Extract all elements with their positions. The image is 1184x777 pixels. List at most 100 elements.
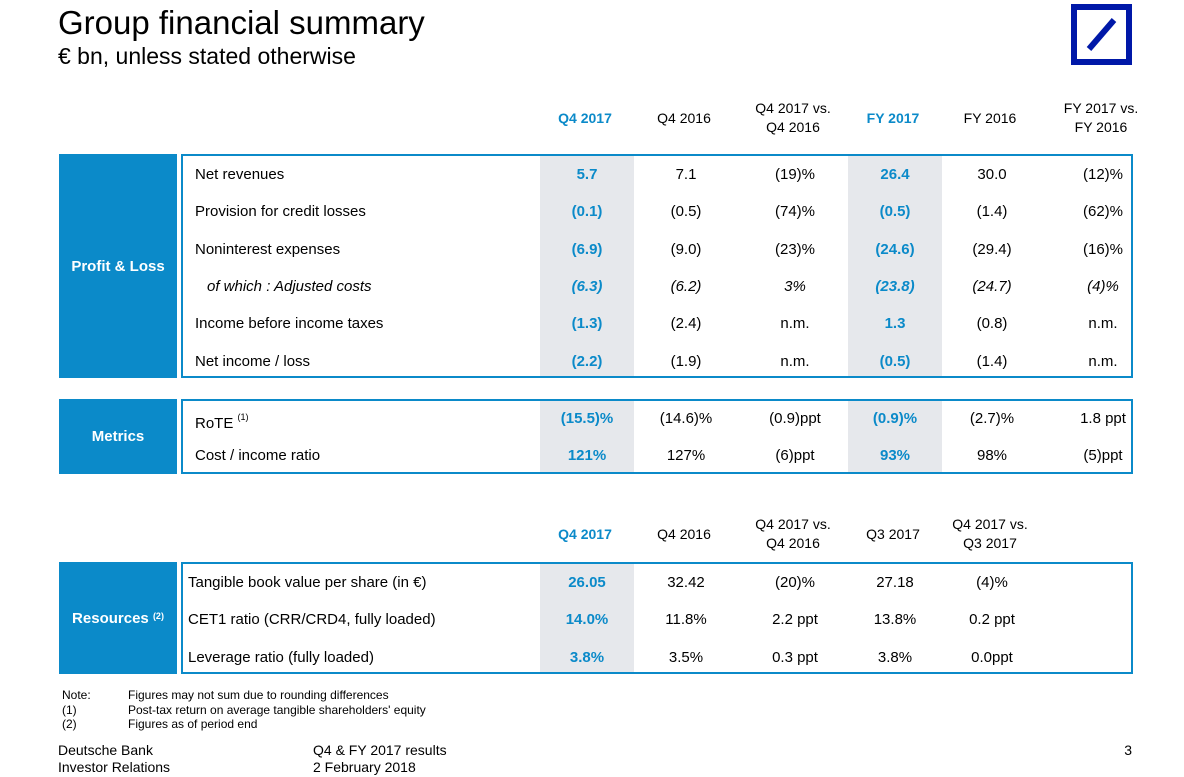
table-cell: 5.7 [576, 166, 598, 183]
table-row: Cost / income ratio 121% 127% (6)ppt 93% 98% (… [183, 438, 1131, 475]
table-cell: (4)% [976, 574, 1008, 591]
resources-footnote-ref: (2) [152, 611, 164, 621]
table-cell: 93% [879, 446, 911, 464]
table-cell: (0.8) [976, 315, 1008, 333]
resources-table: Tangible book value per share (in €) 26.0… [181, 562, 1133, 674]
row-label-text: Net revenues [195, 166, 285, 183]
row-label-text: Income before income taxes [195, 315, 384, 333]
table-cell: (6.3) [571, 277, 603, 295]
note-key: (1) [62, 702, 77, 717]
table-cell: 7.1 [675, 166, 697, 183]
table-cell: 11.8% [665, 611, 707, 629]
table-cell: (9.0) [670, 240, 702, 258]
table-cell: (0.9)% [872, 410, 918, 427]
table-cell: 3% [784, 277, 806, 295]
table-cell: (2.2) [571, 352, 603, 370]
column-header: FY 2017 [866, 109, 920, 126]
table-cell: (74)% [774, 203, 815, 221]
table-cell: n.m. [1088, 315, 1118, 333]
table-row: Net revenues 5.7 7.1 (19)% 26.4 30.0 (12)% [183, 156, 1131, 193]
table-cell: 13.8% [873, 611, 917, 629]
table-cell: (6.2) [670, 277, 702, 295]
table-cell: (1.9) [670, 352, 702, 370]
table-cell: (62)% [1082, 203, 1123, 221]
table-cell: 3.8% [877, 648, 913, 666]
table-cell: 26.4 [880, 166, 910, 183]
page-number: 3 [1124, 742, 1132, 758]
resources-label: Resources (2) [59, 562, 177, 674]
table-cell: 0.2 ppt [969, 611, 1015, 629]
table-cell: 3.8% [569, 648, 605, 666]
footer-date: 2 February 2018 [313, 759, 416, 775]
note-text: Post-tax return on average tangible shar… [128, 702, 426, 717]
row-label-text: Tangible book value per share (in €) [188, 574, 427, 591]
page-subtitle: € bn, unless stated otherwise [58, 43, 356, 69]
row-label: Provision for credit losses [195, 193, 366, 230]
row-label: CET1 ratio (CRR/CRD4, fully loaded) [188, 601, 436, 638]
highlight-column [540, 564, 634, 672]
row-label: Tangible book value per share (in €) [188, 564, 426, 601]
table-row: Net income / loss (2.2) (1.9) n.m. (0.5) (1.4… [183, 343, 1131, 380]
table-cell: 121% [567, 446, 607, 464]
table-row: Noninterest expenses (6.9) (9.0) (23)% (24.6… [183, 231, 1131, 268]
table-cell: (29.4) [972, 240, 1012, 258]
table-row: of which : Adjusted costs (6.3) (6.2) 3% (23… [183, 268, 1131, 305]
table-cell: 30.0 [977, 166, 1007, 183]
note-key: Note: [62, 688, 91, 702]
resources-label-text: Resources [72, 609, 149, 627]
note-key: (2) [62, 717, 77, 731]
row-label-text: Provision for credit losses [195, 203, 366, 221]
table-cell: (19)% [774, 166, 815, 183]
table-row: Income before income taxes (1.3) (2.4) n.m.… [183, 305, 1131, 342]
table-row: RoTE (1) (15.5)% (14.6)% (0.9)ppt (0.9)% (2.7… [183, 401, 1131, 438]
table-cell: (14.6)% [659, 410, 713, 427]
row-label: Cost / income ratio [195, 438, 320, 475]
table-cell: 1.3 [884, 315, 906, 333]
table-cell: (20)% [774, 574, 815, 591]
footer-department: Investor Relations [58, 759, 171, 775]
column-header: Q4 2017 vs. Q3 2017 [952, 516, 1028, 551]
table-cell: (24.6) [875, 240, 915, 258]
row-label-text: Leverage ratio (fully loaded) [188, 648, 374, 666]
table-cell: (2.4) [670, 315, 702, 333]
table-cell: (0.1) [571, 203, 603, 221]
footer-document: Q4 & FY 2017 results [313, 742, 447, 758]
table-row: CET1 ratio (CRR/CRD4, fully loaded) 14.0%… [183, 601, 1131, 638]
metrics-table: RoTE (1) (15.5)% (14.6)% (0.9)ppt (0.9)% (2.7… [181, 399, 1133, 474]
footnote-ref: (1) [237, 412, 249, 422]
row-label: Noninterest expenses [195, 231, 340, 268]
row-label-text: of which : Adjusted costs [207, 277, 372, 295]
table-row: Provision for credit losses (0.1) (0.5) (74… [183, 193, 1131, 230]
row-label: Net revenues [195, 156, 284, 193]
highlight-column [540, 156, 634, 376]
table-cell: 0.0ppt [971, 648, 1013, 666]
table-cell: 127% [666, 446, 706, 464]
table-cell: n.m. [1088, 352, 1118, 370]
column-header: FY 2016 [963, 109, 1017, 126]
table-cell: (0.5) [670, 203, 702, 221]
table-cell: n.m. [780, 352, 810, 370]
table-cell: (12)% [1082, 166, 1123, 183]
table-cell: (23)% [774, 240, 815, 258]
table-row: Tangible book value per share (in €) 26.0… [183, 564, 1131, 601]
table-row: Leverage ratio (fully loaded) 3.8% 3.5% 0.3… [183, 639, 1131, 676]
table-cell: (4)% [1087, 277, 1119, 295]
table-cell: (2.7)% [969, 410, 1015, 427]
column-header: Q4 2016 [657, 109, 711, 126]
row-label-text: Cost / income ratio [195, 446, 321, 464]
table-cell: 26.05 [568, 574, 606, 591]
profit-loss-label: Profit & Loss [59, 154, 177, 378]
row-label-text: Net income / loss [195, 352, 311, 370]
row-label: RoTE (1) [195, 401, 249, 438]
table-cell: 3.5% [668, 648, 704, 666]
row-label: Income before income taxes [195, 305, 383, 342]
table-cell: 32.42 [667, 574, 705, 591]
row-label-text: CET1 ratio (CRR/CRD4, fully loaded) [188, 611, 436, 629]
row-label-text: Noninterest expenses [195, 240, 341, 258]
column-header: Q4 2016 [657, 525, 711, 542]
row-label-text: RoTE [195, 415, 234, 432]
column-header: Q4 2017 vs. Q4 2016 [755, 100, 831, 135]
column-header: Q4 2017 vs. Q4 2016 [755, 516, 831, 551]
table-cell: (0.9)ppt [769, 410, 821, 427]
table-cell: (24.7) [972, 277, 1012, 295]
